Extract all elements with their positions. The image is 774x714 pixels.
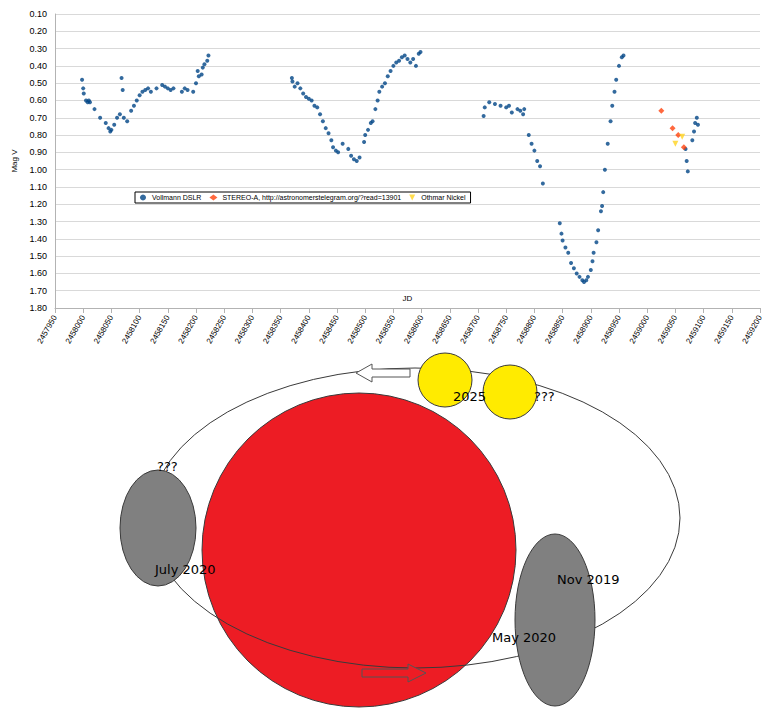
svg-text:2458850: 2458850 (543, 313, 567, 345)
svg-text:2459150: 2459150 (712, 313, 736, 345)
svg-text:2458050: 2458050 (92, 313, 116, 345)
svg-text:1.00: 1.00 (29, 165, 47, 175)
svg-text:0.90: 0.90 (29, 147, 47, 157)
svg-text:2458600: 2458600 (402, 313, 426, 345)
svg-text:1.20: 1.20 (29, 199, 47, 209)
svg-text:1.10: 1.10 (29, 182, 47, 192)
svg-text:1.50: 1.50 (29, 251, 47, 261)
svg-text:0.50: 0.50 (29, 78, 47, 88)
svg-text:0.70: 0.70 (29, 113, 47, 123)
svg-text:STEREO-A, http://astronomerste: STEREO-A, http://astronomerstelegram.org… (222, 194, 401, 202)
svg-text:Vollmann DSLR: Vollmann DSLR (152, 194, 201, 201)
svg-text:0.30: 0.30 (29, 44, 47, 54)
svg-text:2458450: 2458450 (318, 313, 342, 345)
svg-text:2459200: 2459200 (741, 313, 765, 345)
svg-text:July 2020: July 2020 (154, 562, 216, 577)
svg-text:1.30: 1.30 (29, 217, 47, 227)
svg-text:2458200: 2458200 (177, 313, 201, 345)
svg-text:???: ??? (534, 389, 555, 404)
svg-text:0.80: 0.80 (29, 130, 47, 140)
svg-text:0.60: 0.60 (29, 95, 47, 105)
svg-text:0.20: 0.20 (29, 26, 47, 36)
svg-text:2458350: 2458350 (261, 313, 285, 345)
svg-text:???: ??? (157, 459, 178, 474)
svg-text:2458900: 2458900 (571, 313, 595, 345)
svg-text:2459100: 2459100 (684, 313, 708, 345)
svg-text:2457950: 2457950 (36, 313, 60, 345)
svg-text:2458650: 2458650 (430, 313, 454, 345)
svg-text:2458250: 2458250 (205, 313, 229, 345)
svg-text:1.70: 1.70 (29, 286, 47, 296)
svg-text:2459000: 2459000 (628, 313, 652, 345)
svg-text:Nov 2019: Nov 2019 (557, 572, 620, 587)
svg-text:Mag V: Mag V (10, 149, 19, 173)
svg-text:2458800: 2458800 (515, 313, 539, 345)
svg-text:2459050: 2459050 (656, 313, 680, 345)
svg-text:2458150: 2458150 (148, 313, 172, 345)
svg-text:2458950: 2458950 (600, 313, 624, 345)
svg-text:1.60: 1.60 (29, 268, 47, 278)
svg-text:2458300: 2458300 (233, 313, 257, 345)
svg-text:2458100: 2458100 (120, 313, 144, 345)
svg-text:0.40: 0.40 (29, 61, 47, 71)
svg-text:1.40: 1.40 (29, 234, 47, 244)
svg-text:May 2020: May 2020 (492, 630, 556, 645)
svg-text:2458500: 2458500 (346, 313, 370, 345)
svg-text:JD: JD (403, 294, 413, 303)
svg-text:2458000: 2458000 (64, 313, 88, 345)
svg-text:Othmar Nickel: Othmar Nickel (421, 194, 466, 201)
svg-text:2458400: 2458400 (289, 313, 313, 345)
svg-text:1.80: 1.80 (29, 303, 47, 313)
svg-text:2025: 2025 (453, 389, 486, 404)
svg-text:2458550: 2458550 (374, 313, 398, 345)
svg-text:2458700: 2458700 (459, 313, 483, 345)
svg-text:0.10: 0.10 (29, 9, 47, 19)
svg-text:2458750: 2458750 (487, 313, 511, 345)
